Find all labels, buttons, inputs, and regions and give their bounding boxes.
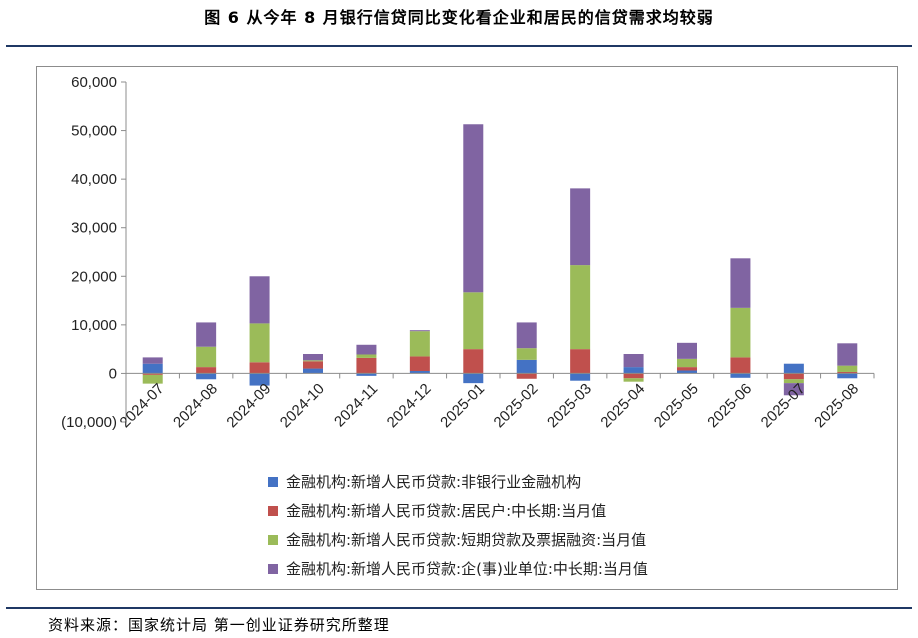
bar-segment-s4-2024-10: [303, 354, 323, 361]
bar-segment-s1-2025-01: [463, 373, 484, 384]
bar-segment-s2-2025-02: [516, 373, 537, 379]
bar-segment-s3-2025-04: [623, 378, 644, 382]
bar-segment-s4-2024-07: [142, 357, 163, 364]
bar-segment-s4-2024-12: [409, 330, 430, 332]
bar-segment-s2-2024-08: [196, 367, 217, 374]
x-axis: 2024-07 2024-08 2024-09 2024-10 2024-11 2024-…: [117, 372, 875, 431]
x-tick-label: 2025-02: [491, 380, 542, 431]
bar-segment-s2-2024-07: [142, 373, 163, 375]
y-tick-label: 60,000: [71, 74, 117, 91]
bar-segment-s1-2025-04: [623, 367, 644, 374]
y-tick-label: 30,000: [71, 220, 117, 237]
bar-segment-s3-2024-12: [409, 331, 430, 357]
legend-swatch: [268, 477, 278, 487]
bar-segment-s3-2024-09: [249, 323, 270, 363]
bar-segment-s3-2025-07: [783, 379, 804, 384]
bar-segment-s1-2025-05: [677, 370, 697, 374]
bar-segment-s2-2025-06: [730, 357, 751, 374]
legend-swatch: [268, 564, 278, 574]
bar-segment-s3-2025-05: [677, 358, 697, 368]
bar-segment-s4-2025-01: [463, 124, 484, 293]
bar-segment-s1-2024-10: [303, 368, 323, 374]
legend-label: 金融机构:新增人民币贷款:居民户:中长期:当月值: [286, 502, 606, 520]
x-tick-label: 2024-11: [331, 380, 381, 430]
bar-segment-s2-2024-10: [303, 361, 323, 369]
y-tick-label: (10,000): [61, 414, 117, 431]
legend-swatch: [268, 506, 278, 516]
bar-segment-s4-2025-08: [837, 343, 858, 366]
bar-segment-s4-2024-11: [356, 344, 377, 355]
y-tick-label: 0: [109, 365, 117, 382]
bar-segment-s4-2025-04: [623, 354, 644, 368]
x-tick-label: 2025-06: [704, 380, 755, 431]
bar-segment-s2-2025-07: [783, 373, 804, 380]
legend-label: 金融机构:新增人民币贷款:非银行业金融机构: [286, 473, 581, 491]
bar-segment-s1-2024-12: [409, 371, 430, 374]
x-tick-label: 2024-09: [223, 380, 274, 431]
bar-segment-s2-2025-04: [623, 373, 644, 379]
source-note: 资料来源：国家统计局 第一创业证券研究所整理: [48, 616, 390, 634]
bar-segment-s1-2025-03: [570, 373, 591, 381]
x-tick-label: 2024-10: [277, 380, 328, 431]
top-rule: [6, 45, 912, 47]
bar-segment-s4-2025-02: [516, 322, 537, 349]
y-tick-label: 20,000: [71, 268, 117, 285]
bar-segment-s3-2024-07: [142, 374, 163, 384]
bar-segment-s3-2025-03: [570, 265, 591, 350]
bar-segment-s3-2025-02: [516, 348, 537, 360]
y-tick-label: 10,000: [71, 317, 117, 334]
bar-segment-s4-2025-05: [677, 342, 697, 359]
bar-segment-s2-2024-09: [249, 362, 270, 374]
y-axis: (10,000) 0 10,000 20,000 30,000 40,000 50,000 6…: [61, 74, 127, 431]
bar-segment-s2-2025-03: [570, 349, 591, 374]
bar-segment-s2-2025-01: [463, 349, 484, 374]
x-tick-label: 2024-08: [170, 380, 221, 431]
bottom-rule: [6, 607, 912, 609]
legend-label: 金融机构:新增人民币贷款:企(事)业单位:中长期:当月值: [286, 560, 648, 578]
bar-segment-s2-2024-12: [409, 356, 430, 371]
bar-segment-s1-2025-08: [837, 373, 858, 379]
x-tick-label: 2025-08: [811, 380, 862, 431]
figure-title: 图 6 从今年 8 月银行信贷同比变化看企业和居民的信贷需求均较弱: [204, 8, 714, 27]
bar-segment-s3-2025-01: [463, 292, 484, 350]
bar-segment-s1-2024-07: [142, 363, 163, 374]
x-tick-label: 2025-03: [544, 380, 595, 431]
bar-segment-s2-2025-05: [677, 367, 697, 371]
bar-segment-s1-2024-08: [196, 373, 217, 380]
bar-segment-s4-2025-07: [783, 383, 804, 396]
bar-segment-s3-2024-11: [356, 354, 377, 358]
bar-segment-s1-2025-02: [516, 359, 537, 374]
x-tick-label: 2025-01: [437, 380, 488, 431]
y-tick-label: 40,000: [71, 171, 117, 188]
x-tick-label: 2025-04: [597, 380, 648, 431]
bar-segment-s4-2024-09: [249, 276, 270, 324]
bar-segment-s2-2025-08: [837, 371, 858, 374]
x-tick-label: 2025-07: [758, 380, 809, 431]
bar-segment-s2-2024-11: [356, 357, 377, 374]
x-tick-label: 2025-05: [651, 380, 702, 431]
legend: 金融机构:新增人民币贷款:非银行业金融机构金融机构:新增人民币贷款:居民户:中长…: [268, 473, 648, 578]
bar-segment-s3-2024-10: [303, 360, 323, 362]
bar-segment-s1-2025-06: [730, 373, 751, 378]
bar-segment-s1-2024-11: [356, 373, 377, 376]
bar-segment-s4-2025-06: [730, 258, 751, 308]
bars-group: [142, 124, 858, 396]
bar-segment-s4-2024-08: [196, 322, 217, 347]
bar-segment-s3-2025-06: [730, 307, 751, 358]
x-tick-label: 2024-07: [117, 380, 168, 431]
bar-segment-s1-2025-07: [783, 363, 804, 374]
bar-segment-s4-2025-03: [570, 188, 591, 266]
bar-segment-s3-2024-08: [196, 346, 217, 368]
x-tick-label: 2024-12: [384, 380, 435, 431]
y-tick-label: 50,000: [71, 123, 117, 140]
bar-segment-s1-2024-09: [249, 373, 270, 386]
legend-swatch: [268, 535, 278, 545]
bar-segment-s3-2025-08: [837, 365, 858, 372]
legend-label: 金融机构:新增人民币贷款:短期贷款及票据融资:当月值: [286, 531, 646, 549]
